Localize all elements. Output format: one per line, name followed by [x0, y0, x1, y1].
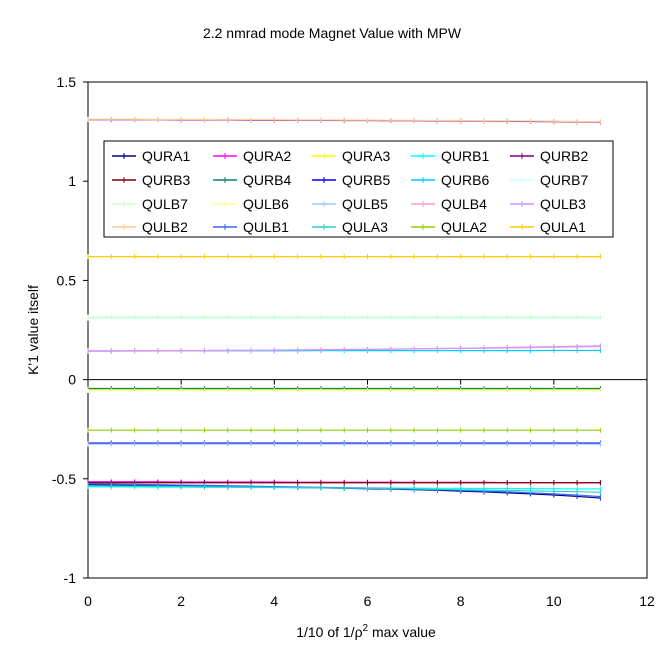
legend-label: QURB2 — [540, 148, 588, 164]
legend-label: QURB3 — [142, 172, 190, 188]
series-qulb6 — [87, 388, 601, 394]
series-qulb5 — [87, 441, 601, 447]
legend-item: QULA2 — [411, 219, 487, 235]
legend-item: QURB1 — [411, 148, 489, 164]
legend-label: QULA1 — [540, 219, 586, 235]
legend-label: QULB3 — [540, 196, 586, 212]
legend-item: QURA2 — [213, 148, 291, 164]
series-qula2 — [87, 427, 601, 433]
legend-item: QULB4 — [411, 196, 487, 212]
x-tick-label: 2 — [177, 593, 185, 609]
legend: QURA1 QURA2 QURA3 QURB1 QURB2 QURB3 QURB4 QURB5… — [103, 140, 614, 238]
series-qulb3 — [87, 343, 601, 354]
x-ticks: 0 2 4 6 8 10 12 — [84, 379, 655, 609]
y-axis-label: K'1 value itself — [25, 285, 41, 375]
legend-item: QULA1 — [510, 219, 586, 235]
legend-label: QULB2 — [142, 219, 188, 235]
x-axis-label-end: max value — [368, 624, 436, 640]
legend-label: QURB5 — [342, 172, 390, 188]
series-qulb2 — [87, 116, 601, 125]
y-tick-label: -1 — [64, 570, 77, 586]
legend-label: QURA2 — [243, 148, 291, 164]
legend-item: QULB7 — [112, 196, 188, 212]
legend-item: QULB2 — [112, 219, 188, 235]
series-layer — [87, 116, 601, 501]
legend-label: QULA2 — [441, 219, 487, 235]
y-ticks: -1 -0.5 0 0.5 1 1.5 — [52, 74, 88, 586]
series-qula3 — [87, 483, 601, 495]
legend-item: QULB3 — [510, 196, 586, 212]
x-tick-label: 6 — [364, 593, 372, 609]
series-qurb3 — [87, 480, 601, 486]
legend-box — [103, 140, 614, 238]
legend-item: QURB5 — [312, 172, 390, 188]
legend-label: QULB1 — [243, 219, 289, 235]
legend-item: QURB2 — [510, 148, 588, 164]
x-axis-label: 1/10 of 1/ρ2 max value — [296, 623, 436, 640]
legend-label: QURB7 — [540, 172, 588, 188]
legend-item: QULB1 — [213, 219, 289, 235]
legend-item: QURB4 — [213, 172, 291, 188]
y-tick-label: 0.5 — [57, 272, 77, 288]
legend-item: QULB6 — [213, 196, 289, 212]
legend-label: QURB1 — [441, 148, 489, 164]
x-tick-label: 10 — [546, 593, 562, 609]
y-tick-label: -0.5 — [52, 471, 76, 487]
legend-item: QURB6 — [411, 172, 489, 188]
series-qula1 — [87, 254, 601, 260]
legend-item: QULB5 — [312, 196, 388, 212]
legend-label: QURB6 — [441, 172, 489, 188]
x-tick-label: 8 — [457, 593, 465, 609]
legend-item: QURB7 — [510, 172, 588, 188]
x-axis-label-main: 1/10 of 1/ρ — [296, 624, 362, 640]
x-tick-label: 12 — [639, 593, 655, 609]
legend-item: QURA3 — [312, 148, 390, 164]
legend-label: QULA3 — [342, 219, 388, 235]
legend-label: QULB4 — [441, 196, 487, 212]
y-tick-label: 1 — [68, 173, 76, 189]
x-tick-label: 4 — [270, 593, 278, 609]
legend-label: QURB4 — [243, 172, 291, 188]
x-tick-label: 0 — [84, 593, 92, 609]
chart-title: 2.2 nmrad mode Magnet Value with MPW — [203, 25, 462, 41]
legend-label: QULB6 — [243, 196, 289, 212]
legend-label: QURA3 — [342, 148, 390, 164]
y-tick-label: 1.5 — [57, 74, 77, 90]
x-axis-label-superscript: 2 — [363, 623, 369, 634]
legend-label: QURA1 — [142, 148, 190, 164]
legend-label: QULB5 — [342, 196, 388, 212]
series-qulb7 — [87, 314, 601, 320]
legend-item: QURA1 — [112, 148, 190, 164]
legend-label: QULB7 — [142, 196, 188, 212]
legend-item: QURB3 — [112, 172, 190, 188]
y-tick-label: 0 — [68, 372, 76, 388]
legend-item: QULA3 — [312, 219, 388, 235]
